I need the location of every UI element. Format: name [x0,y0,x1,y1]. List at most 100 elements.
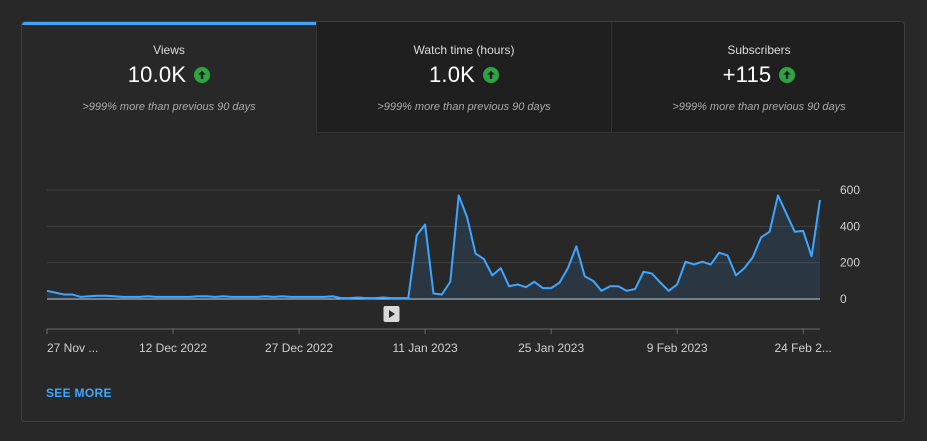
data-point [63,294,64,295]
data-point [147,296,148,297]
data-point [214,296,215,297]
data-point [458,195,459,196]
data-point [172,296,173,297]
data-point [786,213,787,214]
x-tick-label: 25 Jan 2023 [518,341,584,355]
data-point [593,280,594,281]
data-point [231,296,232,297]
arrow-up-circle-icon [194,67,211,83]
data-point [156,296,157,297]
x-tick-label: 9 Feb 2023 [647,341,708,355]
data-point [340,297,341,298]
data-point [416,235,417,236]
data-point [483,258,484,259]
data-point [710,264,711,265]
tab-subscribers[interactable]: Subscribers +115 >999% more than previou… [612,22,904,133]
data-point [643,271,644,272]
data-point [677,284,678,285]
data-point [122,296,123,297]
data-point [198,296,199,297]
data-point [584,276,585,277]
y-tick-label: 200 [840,256,860,270]
data-point [551,288,552,289]
data-point [525,287,526,288]
data-point [46,290,47,291]
data-point [374,297,375,298]
data-point [769,231,770,232]
data-point [744,268,745,269]
data-point [534,281,535,282]
x-tick-label: 12 Dec 2022 [139,341,207,355]
data-point [80,296,81,297]
data-point [702,261,703,262]
data-point [752,257,753,258]
data-point [298,296,299,297]
x-tick-label: 27 Dec 2022 [265,341,333,355]
tab-label: Views [153,43,185,57]
data-point [685,261,686,262]
tab-comparison-note: >999% more than previous 90 days [82,101,256,113]
data-point [248,296,249,297]
views-chart: 0 200 400 600 27 Nov ... 12 Dec 2022 27 Dec 20… [46,183,860,355]
data-point [181,296,182,297]
data-point [357,297,358,298]
data-point [433,293,434,294]
data-point [265,296,266,297]
data-point [492,275,493,276]
play-icon[interactable] [383,306,400,322]
tab-views[interactable]: Views 10.0K >999% more than previous 90 … [22,22,317,133]
data-point [97,295,98,296]
data-point [55,292,56,293]
data-point [399,297,400,298]
data-point [114,296,115,297]
data-point [425,224,426,225]
data-point [618,286,619,287]
metric-tabs: Views 10.0K >999% more than previous 90 … [22,22,904,134]
tab-watch-time[interactable]: Watch time (hours) 1.0K >999% more than … [317,22,612,133]
series-area [47,195,820,299]
data-point [668,290,669,291]
data-point [349,297,350,298]
data-point [777,195,778,196]
data-point [441,294,442,295]
tab-value: +115 [722,62,772,87]
x-tick-label: 11 Jan 2023 [393,341,458,355]
data-point [811,256,812,257]
data-point [467,217,468,218]
data-point [408,297,409,298]
data-point [307,296,308,297]
data-point [366,297,367,298]
data-point [567,268,568,269]
data-point [240,296,241,297]
data-point [601,290,602,291]
data-point [693,264,694,265]
data-point [282,296,283,297]
data-point [290,296,291,297]
data-point [559,282,560,283]
arrow-up-circle-icon [779,67,796,83]
series-line [46,194,821,300]
data-point [382,297,383,298]
data-point [223,296,224,297]
data-point [735,275,736,276]
y-tick-label: 600 [840,183,860,197]
data-point [206,296,207,297]
data-point [256,296,257,297]
data-point [719,252,720,253]
see-more-link[interactable]: SEE MORE [46,386,112,400]
data-point [72,294,73,295]
data-point [475,253,476,254]
tab-value-row: +115 [612,62,904,88]
x-tick-label: 24 Feb 2... [775,341,832,355]
y-tick-label: 400 [840,219,860,233]
data-point [819,199,820,200]
arrow-up-circle-icon [483,67,500,83]
data-point [130,296,131,297]
tab-value: 10.0K [127,62,187,87]
data-point [391,297,392,298]
data-point [626,290,627,291]
y-tick-label: 0 [840,292,847,306]
data-point [609,286,610,287]
data-point [500,268,501,269]
data-point [803,230,804,231]
